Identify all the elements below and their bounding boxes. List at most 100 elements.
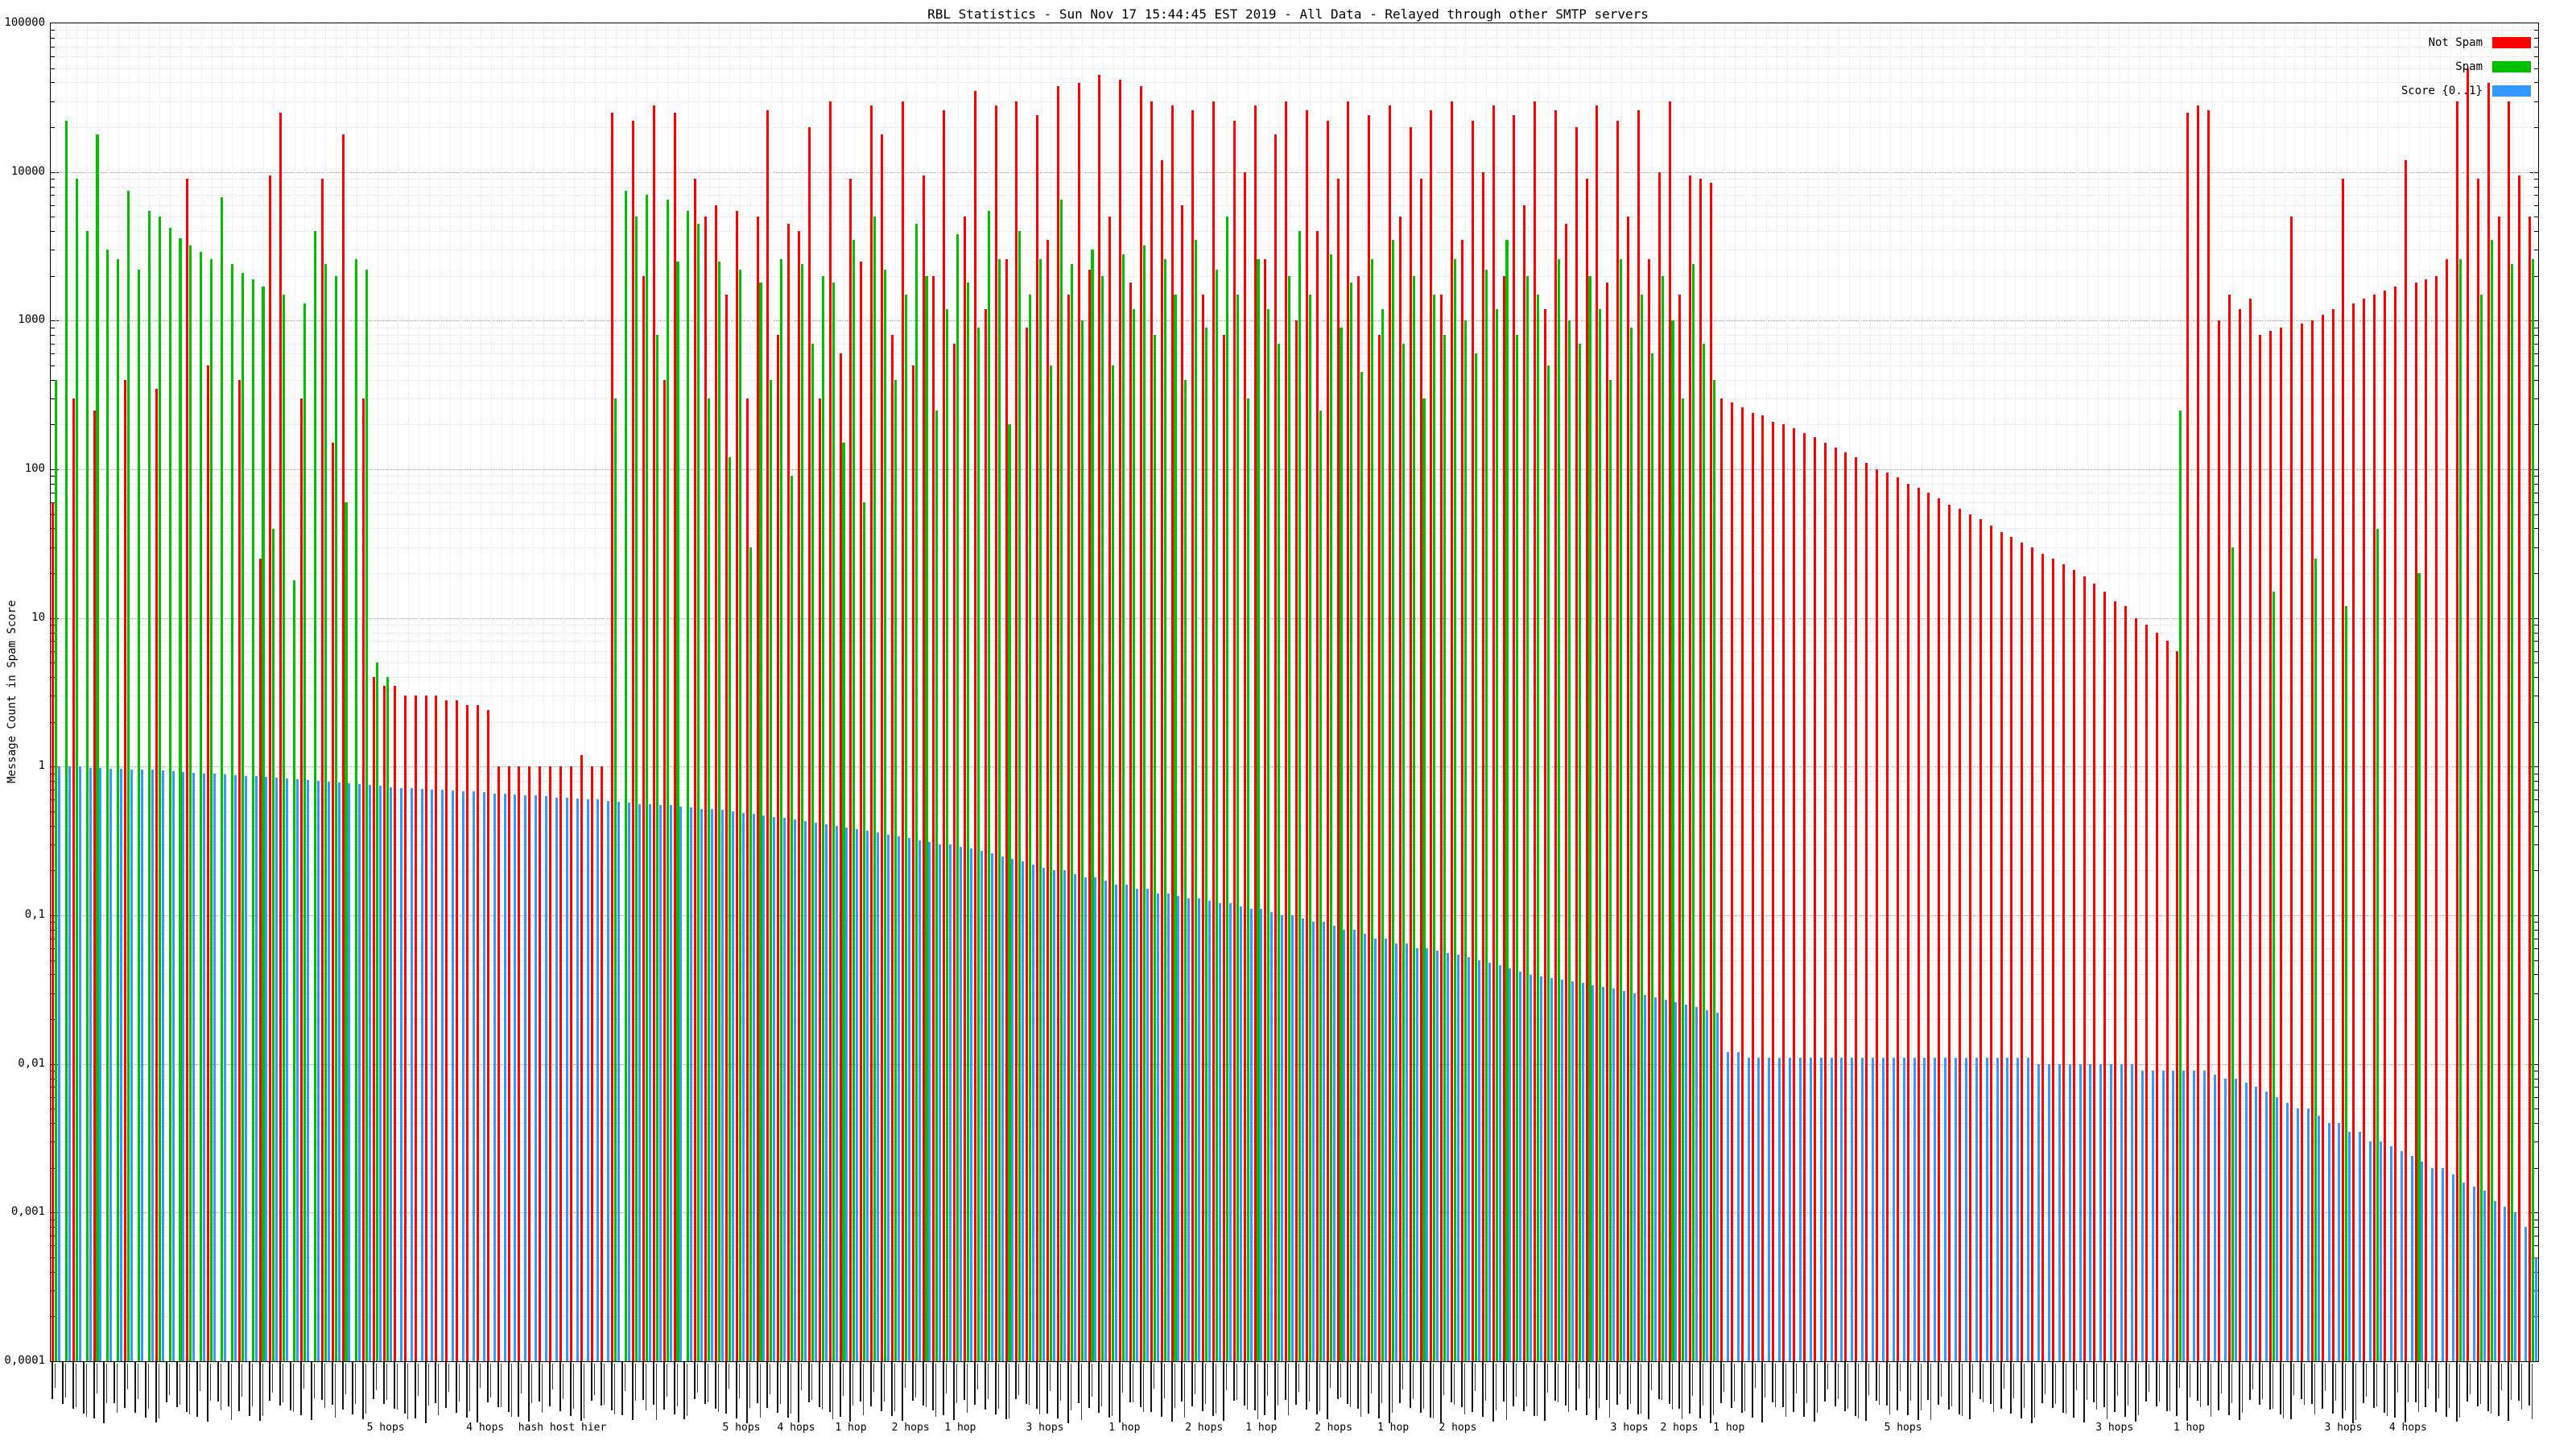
bar-score-0-1- (2151, 1071, 2154, 1361)
bar-score-0-1- (700, 808, 704, 1361)
bar-not-spam (2021, 543, 2024, 1361)
bar-not-spam (1295, 320, 1298, 1361)
bar-not-spam (1212, 101, 1216, 1361)
bar-not-spam (2529, 217, 2532, 1361)
bar-score-0-1- (109, 768, 113, 1361)
bar-spam (303, 303, 307, 1361)
bar-not-spam (2103, 592, 2107, 1361)
bar-score-0-1- (89, 767, 92, 1361)
x-label-text (787, 1362, 790, 1418)
bar-score-0-1- (1612, 989, 1616, 1361)
bar-not-spam (1544, 308, 1547, 1361)
x-label-text (168, 1364, 170, 1395)
x-label-text (904, 1364, 906, 1388)
x-label-text (82, 1362, 85, 1414)
bar-not-spam (1253, 105, 1257, 1361)
bar-score-0-1- (669, 805, 672, 1361)
legend-label-score: Score {0..1} (2401, 85, 2483, 97)
y-tickmark (2534, 231, 2538, 233)
bar-not-spam (2145, 625, 2148, 1361)
minor-gridline (51, 789, 2538, 791)
bar-not-spam (2321, 314, 2324, 1361)
x-label-text (313, 1364, 315, 1398)
bar-score-0-1- (1736, 1052, 1740, 1361)
x-label-text (424, 1362, 427, 1423)
x-label-text (2262, 1364, 2264, 1399)
bar-score-0-1- (254, 776, 258, 1361)
bar-spam (1360, 372, 1364, 1361)
x-label-text (106, 1364, 108, 1403)
bar-not-spam (1170, 105, 1174, 1361)
x-label-text (2373, 1362, 2375, 1408)
x-label-text (196, 1362, 199, 1417)
y-tickmark (2534, 1167, 2538, 1169)
x-label-text (1678, 1362, 1681, 1409)
x-label-text (1941, 1364, 1942, 1397)
bar-score-0-1- (2182, 1071, 2186, 1361)
x-label-text (870, 1362, 873, 1406)
x-label-text (914, 1364, 916, 1397)
minor-gridline (51, 960, 2538, 961)
bar-score-0-1- (1291, 915, 1294, 1361)
y-tickmark (2534, 1078, 2538, 1080)
x-label-text (818, 1362, 820, 1407)
x-label-text (1112, 1364, 1113, 1416)
x-label-text (1481, 1362, 1484, 1417)
x-label-text (1775, 1364, 1777, 1407)
major-gridline (51, 766, 2538, 768)
minor-gridline (51, 641, 2538, 642)
bar-score-0-1- (2068, 1063, 2071, 1361)
bar-spam (925, 275, 928, 1361)
bar-not-spam (932, 275, 935, 1361)
x-gridline (594, 23, 596, 1361)
x-label-text (2241, 1364, 2243, 1413)
x-label-text (2331, 1362, 2334, 1414)
bar-spam (1454, 258, 1457, 1361)
y-tickmark (2534, 632, 2538, 634)
y-tickmark (2534, 789, 2538, 791)
minor-gridline (51, 677, 2538, 679)
bar-spam (863, 502, 866, 1361)
x-label-text (127, 1364, 129, 1389)
minor-gridline (51, 424, 2538, 426)
bar-score-0-1- (1509, 968, 1512, 1361)
x-axis-annotation: 5 hops (1884, 1422, 1922, 1434)
y-tickmark (51, 398, 55, 399)
y-tickmark (2534, 379, 2538, 381)
x-gridline (543, 23, 544, 1361)
x-label-text (663, 1362, 665, 1410)
x-label-text (396, 1364, 398, 1410)
bar-spam (914, 223, 918, 1361)
bar-spam (1505, 239, 1509, 1361)
y-tickmark (2534, 424, 2538, 426)
bar-score-0-1- (1602, 986, 1605, 1361)
x-label-text (103, 1362, 105, 1423)
bar-spam (1474, 353, 1477, 1361)
y-tickmark (2534, 825, 2538, 827)
y-tickmark (2534, 929, 2538, 931)
x-label-text (943, 1362, 945, 1415)
bar-spam (800, 264, 804, 1361)
x-label-text (1889, 1364, 1890, 1414)
x-label-text (1713, 1364, 1714, 1415)
minor-gridline (51, 547, 2538, 548)
x-label-text (1650, 1364, 1652, 1390)
x-axis-annotation: 4 hops (777, 1422, 815, 1434)
x-label-text (85, 1364, 87, 1417)
x-label-text (510, 1364, 512, 1417)
bar-not-spam (1606, 283, 1609, 1361)
bar-not-spam (798, 231, 801, 1361)
bar-not-spam (2466, 68, 2469, 1361)
bar-score-0-1- (182, 772, 185, 1361)
x-label-text (1567, 1364, 1569, 1412)
bar-spam (2314, 559, 2317, 1361)
x-label-text (2414, 1362, 2417, 1402)
y-tickmark (2534, 1227, 2538, 1228)
y-tickmark (2534, 1245, 2538, 1247)
bar-score-0-1- (2161, 1071, 2165, 1361)
x-label-text (1150, 1362, 1152, 1412)
bar-spam (1620, 258, 1623, 1361)
minor-gridline (51, 1257, 2538, 1258)
bar-spam (283, 294, 286, 1361)
y-tick-label: 10000 (10, 164, 45, 178)
